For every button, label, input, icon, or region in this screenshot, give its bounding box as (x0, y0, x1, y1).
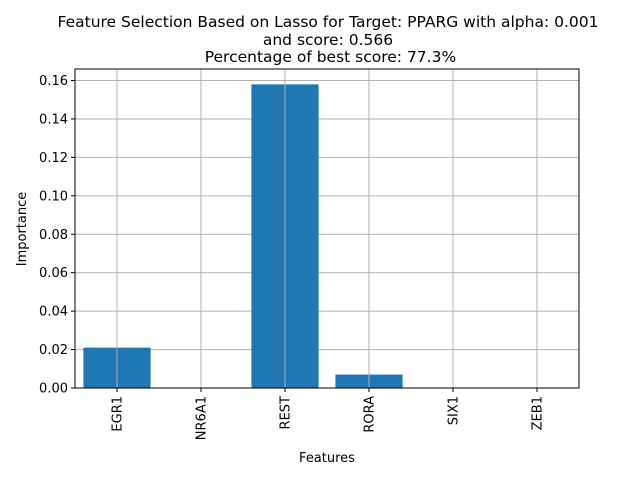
chart-title-line-2: and score: 0.566 (263, 31, 393, 49)
x-tick-label: NR6A1 (195, 396, 210, 440)
y-tick-label: 0.00 (39, 382, 68, 397)
x-tick-label: RORA (363, 396, 378, 433)
x-axis: EGR1 NR6A1 REST RORA SIX1 ZEB1 (111, 388, 546, 440)
y-tick-label: 0.06 (39, 266, 68, 281)
y-tick-label: 0.12 (39, 151, 68, 166)
x-tick-label: EGR1 (111, 396, 126, 432)
grid-layer (75, 80, 579, 389)
y-tick-label: 0.10 (39, 189, 68, 204)
y-axis: 0.00 0.02 0.04 0.06 0.08 0.10 0.12 0.14 0.16 (39, 74, 75, 397)
y-tick-label: 0.08 (39, 228, 68, 243)
y-tick-label: 0.14 (39, 112, 68, 127)
plot-frame (74, 68, 580, 389)
chart-title: Feature Selection Based on Lasso for Tar… (58, 13, 599, 66)
bars-layer (83, 84, 403, 388)
chart-title-line-1: Feature Selection Based on Lasso for Tar… (58, 13, 599, 31)
y-tick-label: 0.02 (39, 343, 68, 358)
x-tick-label: ZEB1 (531, 396, 546, 430)
chart-title-line-3: Percentage of best score: 77.3% (200, 48, 456, 66)
y-tick-label: 0.04 (39, 305, 68, 320)
y-axis-label: Importance (15, 192, 30, 267)
x-tick-label: SIX1 (447, 396, 462, 425)
x-axis-label: Features (299, 451, 355, 466)
vertical-grid-layer (116, 69, 538, 388)
y-tick-label: 0.16 (39, 74, 68, 89)
x-tick-label: REST (279, 396, 294, 429)
